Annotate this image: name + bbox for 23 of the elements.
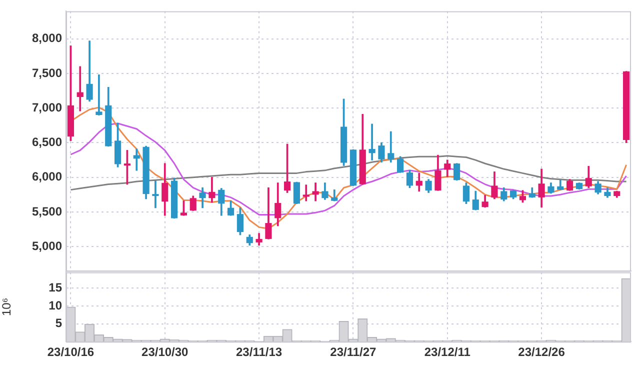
- y-tick-label: 7,500: [32, 66, 62, 80]
- x-tick-label: 23/10/16: [47, 345, 94, 360]
- x-tick-label: 23/12/26: [518, 345, 566, 360]
- x-tick-label: 23/11/13: [236, 345, 282, 360]
- candlestick: [368, 124, 376, 160]
- y-tick-label: 5,000: [32, 238, 62, 253]
- x-tick-label: 23/11/27: [330, 345, 377, 360]
- y-tick-label: 6,500: [32, 135, 62, 150]
- y-tick-label: 7,000: [32, 100, 62, 114]
- candlestick: [76, 66, 84, 112]
- y-tick-label: 5,500: [32, 204, 62, 218]
- candlestick: [302, 184, 310, 202]
- y-axis-title: 10⁶: [0, 298, 14, 316]
- y-tick-label: 15: [48, 280, 62, 295]
- candlestick: [133, 148, 140, 171]
- y-tick-label: 5: [55, 316, 62, 330]
- candlestick: [152, 180, 159, 208]
- x-tick-label: 23/12/11: [424, 345, 471, 360]
- y-tick-label: 6,000: [32, 170, 62, 184]
- y-tick-label: 10: [48, 298, 62, 312]
- y-tick-label: 8,000: [32, 31, 62, 46]
- candlestick: [96, 74, 102, 116]
- x-tick-label: 23/10/30: [142, 345, 189, 360]
